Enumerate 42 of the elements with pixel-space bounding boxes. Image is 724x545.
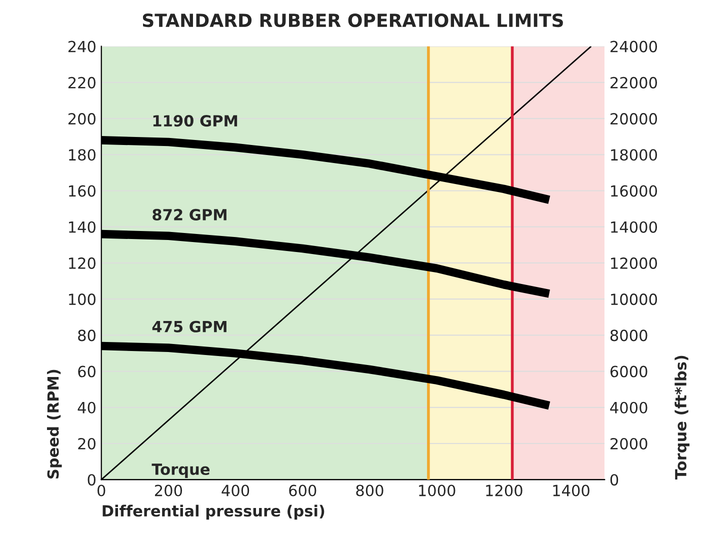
y2-axis-title: Torque (ft*lbs): [674, 356, 690, 480]
y-tick-label: 100: [69, 294, 96, 306]
chart-title: STANDARD RUBBER OPERATIONAL LIMITS: [142, 13, 563, 28]
x-tick-label: 0: [98, 484, 106, 496]
y-tick-label: 0: [88, 474, 96, 486]
y-tick-label: 200: [68, 113, 96, 125]
y-tick-label: 160: [69, 185, 96, 197]
x-tick-label: 600: [289, 484, 316, 496]
y2-tick-label: 22000: [610, 76, 657, 88]
y2-tick-label: 10000: [611, 294, 657, 306]
x-tick-label: 1200: [486, 484, 522, 496]
y-tick-label: 120: [69, 257, 96, 269]
x-tick-label: 400: [222, 484, 250, 496]
y2-tick-label: 6000: [610, 366, 648, 378]
y-tick-label: 40: [78, 402, 96, 414]
y-tick-label: 180: [69, 149, 96, 161]
x-tick-label: 1000: [419, 484, 456, 496]
y-tick-label: 80: [78, 330, 96, 342]
series-label: Torque: [152, 464, 210, 478]
x-tick-label: 800: [356, 484, 384, 496]
y2-tick-label: 12000: [611, 257, 657, 269]
series-label: 475 GPM: [152, 320, 226, 332]
y2-tick-label: 2000: [610, 438, 648, 450]
y-tick-label: 20: [78, 438, 96, 450]
y2-tick-label: 4000: [610, 402, 648, 414]
y-tick-label: 60: [78, 366, 96, 378]
x-tick-label: 1400: [553, 484, 590, 496]
y-tick-label: 240: [68, 40, 96, 52]
y2-tick-label: 20000: [610, 113, 657, 125]
y-tick-label: 140: [69, 221, 96, 233]
series-label: 1190 GPM: [153, 115, 238, 127]
y-axis-title: Speed (RPM): [46, 370, 62, 479]
y-tick-label: 220: [68, 76, 96, 88]
y2-tick-label: 18000: [611, 149, 657, 161]
y2-tick-label: 8000: [610, 330, 648, 342]
series-label: 872 GPM: [152, 208, 226, 220]
x-tick-label: 200: [154, 484, 182, 496]
x-axis-title: Differential pressure (psi): [102, 504, 324, 520]
y2-tick-label: 0: [610, 474, 618, 486]
y2-tick-label: 16000: [611, 185, 657, 197]
y2-tick-label: 14000: [611, 221, 657, 233]
y2-tick-label: 24000: [610, 40, 657, 52]
